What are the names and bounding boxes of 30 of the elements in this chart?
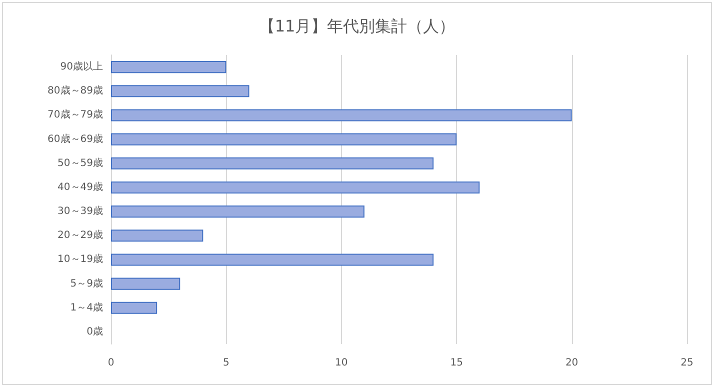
x-tick-label: 20 xyxy=(565,358,578,368)
y-tick-label: 70歳～79歳 xyxy=(48,108,103,121)
y-tick-label: 40～49歳 xyxy=(58,180,103,193)
bar xyxy=(111,133,457,146)
bar xyxy=(111,206,364,218)
y-tick-label: 0歳 xyxy=(86,325,103,338)
x-tick-label: 25 xyxy=(680,358,694,368)
chart-title: 【11月】年代別集計（人） xyxy=(258,16,456,36)
bar xyxy=(111,157,434,170)
bar xyxy=(111,181,480,194)
y-tick-label: 60歳～69歳 xyxy=(48,132,103,145)
y-tick-label: 10～19歳 xyxy=(58,253,103,266)
bar xyxy=(111,254,434,266)
y-tick-label: 80歳～89歳 xyxy=(48,84,103,97)
bar xyxy=(111,109,572,122)
x-tick-label: 0 xyxy=(108,358,114,368)
y-tick-label: 1～4歳 xyxy=(70,301,103,314)
y-tick-label: 20～29歳 xyxy=(58,229,103,242)
x-tick-label: 10 xyxy=(335,358,348,368)
y-tick-label: 90歳以上 xyxy=(60,60,103,73)
y-tick-label: 50～59歳 xyxy=(58,156,103,169)
x-tick-label: 15 xyxy=(450,358,463,368)
bar xyxy=(111,61,226,74)
y-tick-label: 5～9歳 xyxy=(70,277,103,290)
bar xyxy=(111,230,204,242)
x-tick-label: 5 xyxy=(223,358,230,368)
bar xyxy=(111,302,158,314)
y-tick-label: 30～39歳 xyxy=(58,205,103,218)
bar xyxy=(111,278,180,290)
bar xyxy=(111,85,250,98)
